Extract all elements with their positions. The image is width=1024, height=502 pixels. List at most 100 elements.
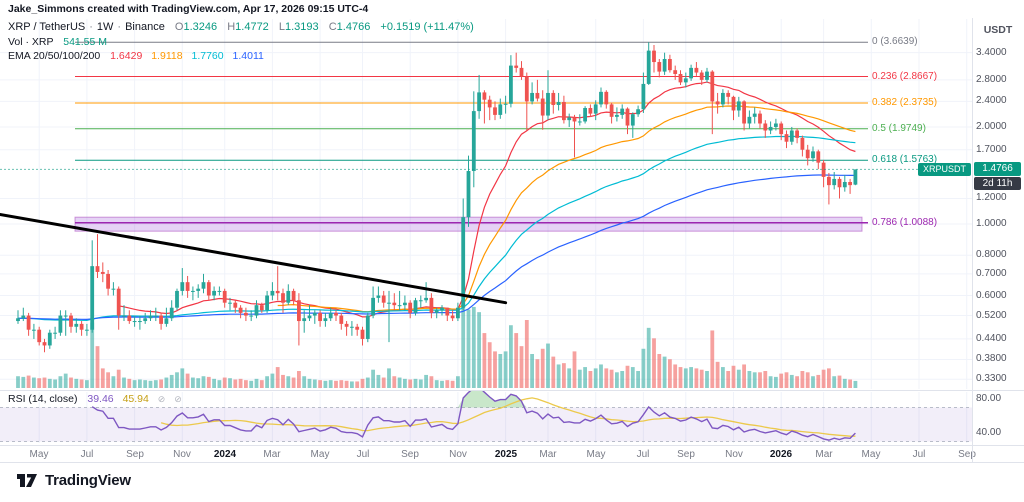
low-label: L [278,21,285,33]
candle [217,286,222,296]
price-tick-label: 1.7000 [976,144,1007,155]
candle [360,326,365,346]
candle [779,121,784,141]
candle [270,282,275,301]
ema100-value: 1.7760 [191,50,224,62]
symbol-title: XRP / TetherUS [8,21,86,33]
time-scale-border [0,445,1024,446]
candle [106,269,110,296]
candle [715,92,720,114]
candle [742,100,746,131]
symbol-price-tag: XRPUSDT [918,163,972,176]
candle [827,172,831,205]
candle [429,293,434,319]
candle [169,300,174,322]
candle [636,105,640,117]
candle [74,318,79,333]
candle [16,310,20,324]
candle [323,312,328,327]
candle [848,178,852,194]
price-tick-label: 3.4000 [976,47,1007,58]
time-tick-label: 2025 [494,449,518,460]
fib-level-label[interactable]: 0.786 (1.0088) [872,217,938,228]
candle [175,288,179,311]
candle [392,293,397,311]
fib-level-label[interactable]: 0.5 (1.9749) [872,123,926,134]
candle [418,295,423,308]
null-circle-icon: ⊘ [157,394,166,404]
fib-level-label[interactable]: 0 (3.6639) [872,36,918,47]
tradingview-footer-link[interactable]: TradingView [16,469,131,491]
time-tick-label: 2024 [213,449,237,460]
candle [471,91,476,188]
candle [334,310,338,322]
volume-legend[interactable]: Vol · XRP 541.55 M [8,36,107,48]
rsi-label: RSI (14, close) [8,393,78,405]
candle [800,135,805,157]
candle [620,104,625,119]
candle [604,90,609,109]
price-tick-label: 2.0000 [976,121,1007,132]
rsi-legend[interactable]: RSI (14, close) 39.46 45.94 ⊘ ⊘ [8,393,182,405]
rsi-overbought-fill [92,391,856,408]
candle [403,295,407,311]
candle [493,101,497,121]
candle [228,297,232,311]
candle [222,288,227,308]
trend-line[interactable] [0,213,508,305]
time-tick-label: Mar [539,449,557,460]
candle [376,286,381,303]
candle [238,305,243,319]
candle [286,284,291,306]
candle [132,315,137,327]
ema50-value: 1.9118 [151,50,183,62]
candle [694,62,699,76]
candle [138,315,142,330]
symbol-legend[interactable]: XRP / TetherUS · 1W · Binance O1.3246 H1.477… [8,21,474,33]
candle [249,310,254,322]
rsi-ma-line [160,397,856,437]
candle [577,114,582,126]
price-tick-label: 2.8000 [976,74,1007,85]
time-tick-label: Jul [80,449,94,460]
candle [58,310,63,336]
fib-level-label[interactable]: 0.382 (2.3735) [872,97,938,108]
price-tick-label: 0.8000 [976,249,1007,260]
candle [350,321,354,336]
change-value: +0.1519 (+11.47%) [380,21,474,33]
rsi-pane [0,391,972,442]
close-label: C [328,21,337,33]
candle [95,234,100,278]
fib-retracement [74,41,868,232]
candle [69,312,73,333]
time-tick-label: Jul [636,449,650,460]
candle [758,110,762,129]
ema-legend[interactable]: EMA 20/50/100/200 1.6429 1.9118 1.7760 1… [8,50,264,62]
rsi-ma-value: 45.94 [122,393,149,405]
candle [440,305,444,316]
candle [668,54,672,73]
brand-name: TradingView [45,471,131,489]
candle [275,266,280,301]
candle [509,55,513,108]
candle [26,312,31,336]
candle [21,307,26,322]
fib-level-label[interactable]: 0.618 (1.5763) [872,154,938,165]
time-tick-label: Sep [126,449,144,460]
pane-separator[interactable] [0,390,1024,391]
legend-separator: · [117,21,122,33]
time-tick-label: May [861,449,881,460]
time-tick-label: Sep [401,449,419,460]
candle [148,310,153,322]
candle [254,300,259,319]
candle [122,305,126,322]
candle [344,321,349,336]
time-tick-label: May [586,449,606,460]
candle [699,70,704,85]
fib-level-label[interactable]: 0.236 (2.8667) [872,71,938,82]
price-tick-label: 1.0000 [976,218,1007,229]
candle [503,95,508,114]
candle [705,67,709,83]
